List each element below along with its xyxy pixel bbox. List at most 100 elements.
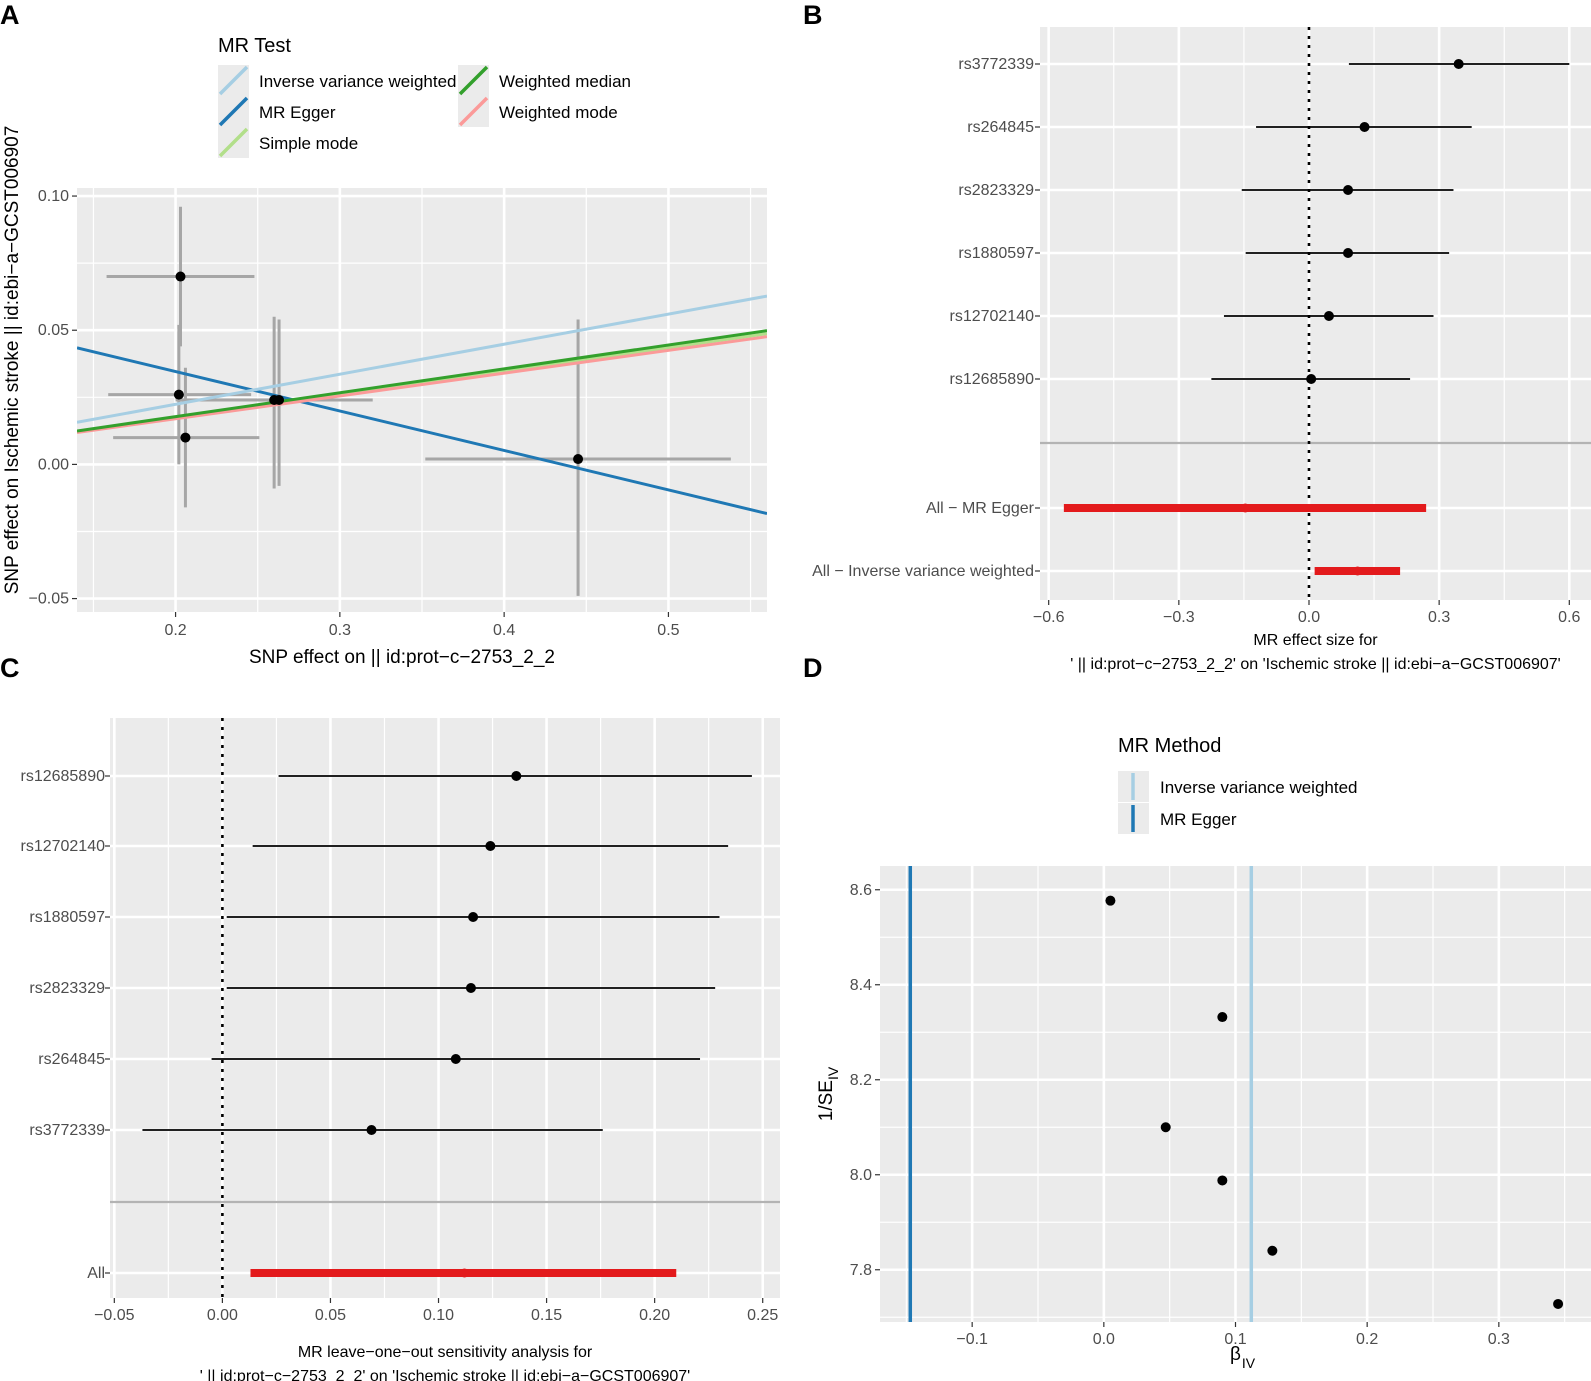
panel-a-y-tick-label: 0.10 [38, 188, 69, 205]
panel-d-letter: D [803, 653, 823, 683]
panel-a-line-inverse-variance-weighted [77, 294, 767, 424]
panel-d-legend-label: MR Egger [1160, 810, 1237, 829]
panel-d-legend-label: Inverse variance weighted [1160, 778, 1358, 797]
panel-c-x-tick-label: 0.25 [747, 1307, 778, 1324]
panel-a-x-tick-label: 0.5 [657, 622, 679, 639]
panel-d-x-tick-label: 0.2 [1356, 1331, 1378, 1348]
panel-a-legend-key [458, 96, 489, 127]
panel-c-row-label: rs264845 [38, 1051, 105, 1068]
panel-d-point [1105, 895, 1116, 906]
panel-a-line-weighted-median [77, 329, 767, 433]
panel-b-point [1343, 248, 1354, 258]
panel-d-x-tick-label: 0.0 [1093, 1331, 1115, 1348]
panel-c-row-label: rs2823329 [29, 980, 105, 997]
panel-d-y-tick-label: 8.0 [850, 1167, 872, 1184]
panel-c-point [450, 1054, 461, 1064]
panel-a-y-axis-title: SNP effect on Ischemic stroke || id:ebi−… [2, 126, 23, 595]
panel-c-x-tick-label: 0.00 [207, 1307, 238, 1324]
panel-b-x-tick-label: 0.0 [1298, 609, 1320, 626]
panel-b-x-tick-label: 0.3 [1428, 609, 1450, 626]
panel-a-x-tick-label: 0.4 [493, 622, 515, 639]
panel-a-legend-label: MR Egger [259, 103, 336, 122]
panel-b-row-label: All − Inverse variance weighted [812, 563, 1034, 580]
panel-a-y-tick-label: 0.05 [38, 322, 69, 339]
panel-b-row-label: rs12702140 [949, 308, 1034, 325]
panel-c-x-tick-label: 0.05 [315, 1307, 346, 1324]
panel-c-point [468, 912, 479, 922]
panel-b-point [1323, 311, 1334, 321]
panel-a-line-mr-egger [77, 346, 767, 516]
panel-d-point [1160, 1122, 1171, 1133]
panel-a-x-axis-title: SNP effect on || id:prot−c−2753_2_2 [249, 647, 555, 668]
panel-c-row-label: rs3772339 [29, 1122, 105, 1139]
panel-c-leave-one-out: −0.05 0.00 0.05 0.10 0.15 0.20 0.25 rs12685890 r… [20, 718, 780, 1381]
panel-c-summary-point [459, 1268, 469, 1278]
panel-b-x-tick-label: 0.6 [1558, 609, 1580, 626]
panel-b-row-label: rs1880597 [958, 245, 1034, 262]
panel-b-point [1453, 59, 1464, 69]
panel-c-point [511, 771, 522, 781]
panel-a-point [573, 454, 584, 465]
panel-d-x-tick-label: −0.1 [956, 1331, 988, 1348]
panel-a-x-tick-label: 0.3 [329, 622, 351, 639]
panel-a-legend-label: Inverse variance weighted [259, 72, 457, 91]
panel-c-x-axis-title-2: ' || id:prot−c−2753_2_2' on 'Ischemic st… [200, 1368, 690, 1381]
panel-d-x-axis-title: β [1230, 1344, 1241, 1365]
panel-a-legend-key [218, 65, 249, 96]
panel-b-x-tick-label: −0.3 [1163, 609, 1195, 626]
panel-a-line-weighted-mode [77, 335, 767, 434]
panel-b-point [1306, 374, 1317, 384]
panel-a-legend-label: Simple mode [259, 134, 358, 153]
panel-a-point [173, 389, 184, 400]
panel-a-legend-key [458, 65, 489, 96]
panel-d-y-tick-label: 7.8 [850, 1262, 872, 1279]
panel-c-point [485, 841, 496, 851]
panel-d-funnel: −0.1 0.0 0.1 0.2 0.37.88.08.28.48.6β IV1/SEIV… [816, 735, 1591, 1371]
panel-a-legend-label: Weighted mode [499, 103, 618, 122]
panel-b-row-label: rs264845 [967, 119, 1034, 136]
panel-b-row-label: All − MR Egger [926, 500, 1035, 517]
panel-c-x-tick-label: −0.05 [94, 1307, 135, 1324]
panel-d-y-tick-label: 8.4 [850, 977, 872, 994]
panel-c-background [110, 718, 780, 1298]
panel-d-point [1217, 1175, 1228, 1186]
panel-b-forest: −0.6 −0.3 0.0 0.3 0.6 rs3772339 rs264845 rs2823… [812, 27, 1591, 673]
panel-a-legend-label: Weighted median [499, 72, 631, 91]
panel-c-row-label: rs12685890 [20, 768, 105, 785]
panel-c-x-tick-label: 0.20 [639, 1307, 670, 1324]
panel-c-row-label: rs12702140 [20, 838, 105, 855]
panel-a-legend-title: MR Test [218, 35, 291, 57]
panel-a-scatter: 0.2 0.3 0.4 0.5 0.10 0.05 0.00 −0.05 SNP effect … [2, 35, 767, 668]
panel-d-y-axis-title-main: 1/SE [816, 1080, 837, 1121]
panel-d-y-axis-title-sub: IV [825, 1066, 841, 1080]
panel-b-point [1359, 122, 1370, 132]
panel-d-point [1217, 1012, 1228, 1023]
panel-b-background [1040, 27, 1591, 600]
panel-d-x-tick-label: 0.1 [1224, 1331, 1246, 1348]
panel-c-row-label: rs1880597 [29, 909, 105, 926]
panel-a-letter: A [0, 0, 20, 30]
panel-d-x-tick-label: 0.3 [1488, 1331, 1510, 1348]
panel-d-point [1553, 1298, 1564, 1309]
panel-b-summary-point [1353, 566, 1363, 576]
panel-c-row-label: All [87, 1265, 105, 1282]
panel-a-plot-area [77, 206, 767, 596]
panel-c-x-tick-label: 0.15 [531, 1307, 562, 1324]
panel-a-legend-key [218, 96, 249, 127]
panel-d-legend-title: MR Method [1118, 735, 1221, 757]
panel-c-letter: C [0, 653, 20, 683]
panel-c-point [465, 983, 476, 993]
panel-a-x-tick-label: 0.2 [164, 622, 186, 639]
panel-a-y-tick-label: 0.00 [38, 456, 69, 473]
panel-b-row-label: rs12685890 [949, 371, 1034, 388]
panel-d-x-axis-title-sub: IV [1242, 1355, 1256, 1371]
panel-b-letter: B [803, 0, 823, 30]
panel-b-point [1343, 185, 1354, 195]
panel-d-y-tick-label: 8.6 [850, 882, 872, 899]
panel-d-y-axis-title: 1/SEIV [816, 1066, 841, 1121]
panel-a-point [180, 432, 191, 443]
panel-c-x-axis-title: MR leave−one−out sensitivity analysis fo… [298, 1344, 593, 1361]
panel-a-y-tick-label: −0.05 [29, 591, 70, 608]
panel-d-point [1267, 1245, 1278, 1256]
